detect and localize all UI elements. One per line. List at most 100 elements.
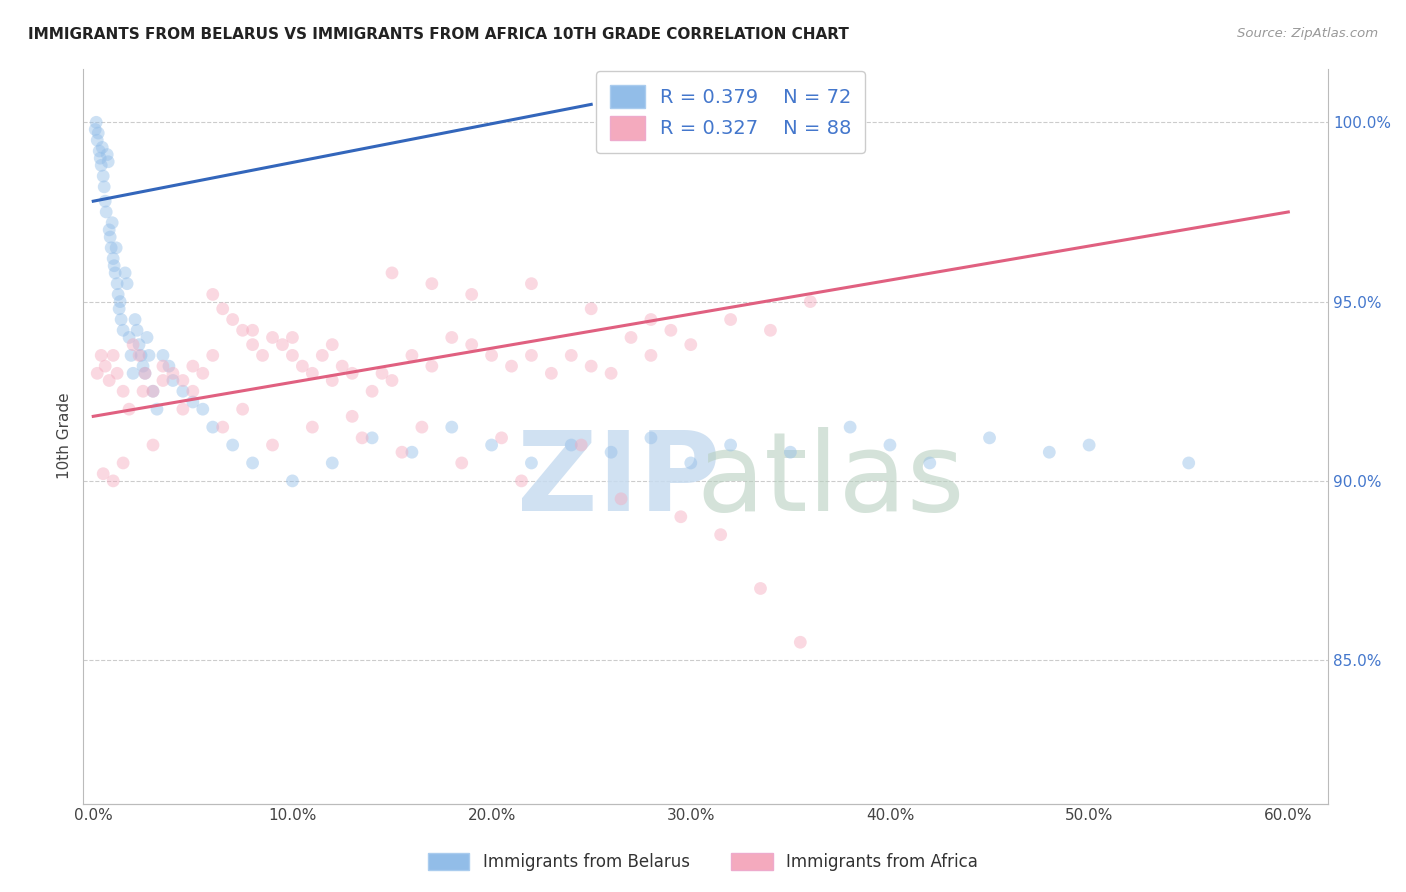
Point	[181, 384, 204, 399]
Point	[104, 266, 127, 280]
Point	[401, 348, 423, 362]
Point	[262, 438, 284, 452]
Point	[281, 330, 304, 344]
Point	[162, 367, 184, 381]
Point	[86, 367, 108, 381]
Legend: R = 0.379    N = 72, R = 0.327    N = 88: R = 0.379 N = 72, R = 0.327 N = 88	[596, 70, 865, 153]
Point	[132, 384, 155, 399]
Point	[620, 330, 643, 344]
Point	[440, 330, 463, 344]
Point	[142, 384, 165, 399]
Point	[94, 194, 117, 209]
Point	[579, 301, 602, 316]
Point	[124, 312, 146, 326]
Point	[105, 277, 128, 291]
Point	[640, 312, 662, 326]
Point	[540, 367, 562, 381]
Point	[101, 474, 124, 488]
Point	[262, 330, 284, 344]
Point	[105, 367, 128, 381]
Point	[122, 337, 145, 351]
Point	[759, 323, 782, 337]
Point	[411, 420, 433, 434]
Point	[340, 367, 363, 381]
Point	[301, 367, 323, 381]
Point	[142, 384, 165, 399]
Point	[201, 420, 224, 434]
Point	[491, 431, 513, 445]
Point	[93, 179, 115, 194]
Point	[281, 474, 304, 488]
Text: ZIP: ZIP	[517, 426, 720, 533]
Point	[201, 287, 224, 301]
Point	[301, 420, 323, 434]
Point	[401, 445, 423, 459]
Point	[242, 456, 264, 470]
Point	[879, 438, 901, 452]
Point	[120, 348, 142, 362]
Point	[157, 359, 180, 373]
Point	[252, 348, 274, 362]
Point	[391, 445, 413, 459]
Point	[361, 384, 384, 399]
Point	[232, 402, 254, 417]
Point	[720, 312, 742, 326]
Point	[520, 277, 543, 291]
Point	[108, 294, 131, 309]
Point	[101, 252, 124, 266]
Point	[232, 323, 254, 337]
Point	[340, 409, 363, 424]
Point	[460, 337, 482, 351]
Point	[146, 402, 169, 417]
Point	[481, 438, 503, 452]
Point	[242, 323, 264, 337]
Point	[1078, 438, 1101, 452]
Point	[242, 337, 264, 351]
Point	[181, 395, 204, 409]
Point	[779, 445, 801, 459]
Point	[128, 337, 150, 351]
Point	[221, 312, 243, 326]
Point	[98, 223, 121, 237]
Point	[579, 359, 602, 373]
Text: Source: ZipAtlas.com: Source: ZipAtlas.com	[1237, 27, 1378, 40]
Point	[103, 259, 125, 273]
Point	[440, 420, 463, 434]
Point	[94, 359, 117, 373]
Point	[152, 374, 174, 388]
Point	[112, 456, 135, 470]
Point	[114, 266, 136, 280]
Point	[520, 348, 543, 362]
Point	[679, 456, 702, 470]
Point	[271, 337, 294, 351]
Point	[91, 169, 114, 183]
Point	[659, 323, 682, 337]
Legend: Immigrants from Belarus, Immigrants from Africa: Immigrants from Belarus, Immigrants from…	[419, 845, 987, 880]
Point	[89, 144, 111, 158]
Point	[918, 456, 941, 470]
Point	[118, 402, 141, 417]
Point	[98, 230, 121, 244]
Point	[162, 374, 184, 388]
Point	[84, 122, 107, 136]
Point	[361, 431, 384, 445]
Point	[1177, 456, 1199, 470]
Point	[371, 367, 394, 381]
Point	[98, 374, 121, 388]
Point	[112, 384, 135, 399]
Point	[799, 294, 821, 309]
Point	[749, 582, 772, 596]
Point	[669, 509, 692, 524]
Point	[107, 287, 129, 301]
Point	[640, 431, 662, 445]
Point	[84, 115, 107, 129]
Point	[1038, 445, 1060, 459]
Point	[221, 438, 243, 452]
Point	[501, 359, 523, 373]
Point	[640, 348, 662, 362]
Point	[112, 323, 135, 337]
Point	[191, 367, 214, 381]
Point	[789, 635, 811, 649]
Point	[134, 367, 156, 381]
Point	[211, 301, 233, 316]
